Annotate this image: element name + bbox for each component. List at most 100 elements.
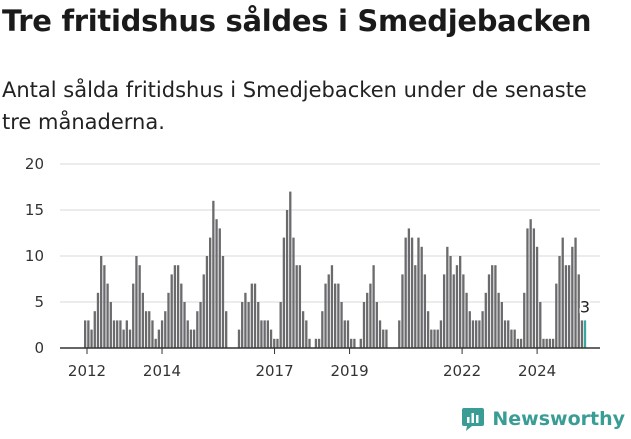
bar [574,237,577,348]
last-value-label: 3 [580,297,590,316]
bar [346,320,350,348]
bar [84,320,87,348]
bar [237,329,241,348]
bar [298,265,302,348]
y-tick-label: 20 [25,155,44,173]
bar [539,302,542,348]
bar [340,302,343,348]
bar [500,302,503,348]
bar [343,320,346,348]
bar [218,228,221,348]
bar [106,283,109,348]
bar [558,256,561,348]
bar [324,283,327,348]
bar [273,338,276,348]
chart-title: Tre fritidshus såldes i Smedjebacken [2,4,592,38]
bar [119,320,122,348]
bar [513,329,516,348]
bar [122,329,125,348]
bar [420,246,423,348]
bar [442,274,446,348]
bar [327,274,330,348]
bar [87,320,90,348]
bar [382,329,385,348]
bar [125,320,128,348]
x-tick-label: 2019 [330,362,368,380]
bar [209,237,212,348]
bar [289,191,292,348]
bar [468,311,471,348]
bar [404,237,407,348]
bar [241,302,244,348]
bar [455,265,459,348]
bar [305,320,308,348]
bar [279,302,282,348]
bar [497,292,500,348]
bar [519,338,523,348]
bar [350,338,353,348]
bar [401,274,404,348]
bar [449,256,452,348]
bar [334,283,337,348]
bar [138,265,141,348]
bar [173,265,177,348]
bar [157,329,161,348]
bar [484,292,487,348]
bar [526,228,529,348]
bar [542,338,545,348]
bar [276,338,279,348]
bar [503,320,507,348]
bar [494,265,497,348]
bar [446,246,449,348]
bar [407,228,411,348]
x-tick-label: 2012 [68,362,106,380]
bar [571,246,574,348]
bar [189,329,193,348]
brand-name: Newsworthy [492,408,625,430]
bar [170,274,173,348]
bar [116,320,119,348]
bar [462,274,465,348]
bar [369,283,372,348]
bar [529,219,532,348]
bar [523,292,526,348]
bar [317,338,321,348]
bar [93,311,96,348]
bar [96,292,100,348]
gridlines [60,163,600,303]
bar [263,320,266,348]
chart-subtitle: Antal sålda fritidshus i Smedjebacken un… [2,78,587,134]
bar [426,311,430,348]
bar [90,329,93,348]
bar [507,320,510,348]
x-axis-ticks: 2012 2014 2017 2019 2022 2024 [68,348,556,380]
bar [186,320,189,348]
bar [366,292,369,348]
bar [362,302,366,348]
bar [314,338,318,348]
bar [481,311,484,348]
y-tick-label: 0 [34,339,44,357]
bar [353,338,356,348]
x-tick-label: 2017 [255,362,293,380]
bar [205,256,209,348]
y-tick-label: 15 [25,201,44,219]
bar [423,274,427,348]
bar [580,320,584,348]
bar [430,329,433,348]
bar [561,237,564,348]
newsworthy-brand: Newsworthy [461,407,625,431]
bar [510,329,513,348]
bar [465,292,468,348]
bar [308,338,311,348]
data-labels: 3 [578,296,591,318]
bar [269,329,273,348]
bar [433,329,436,348]
bar [385,329,388,348]
bar [247,302,250,348]
bar [378,320,382,348]
bar [375,302,378,348]
bar [321,311,324,348]
y-tick-label: 5 [34,293,44,311]
bar [100,256,103,348]
